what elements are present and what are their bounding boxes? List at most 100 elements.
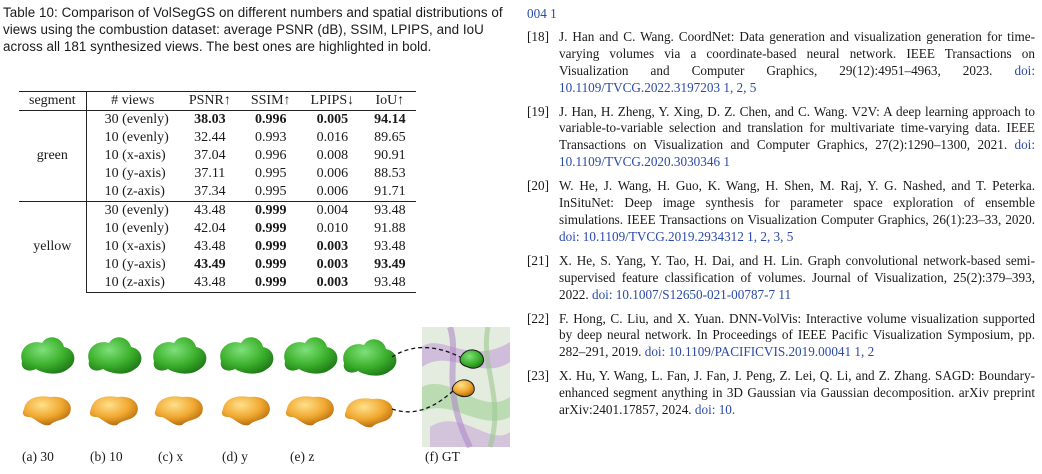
psnr-cell: 38.03 xyxy=(178,110,241,129)
table-body: green 30 (evenly) 38.03 0.996 0.005 94.14 10 (… xyxy=(19,110,416,293)
reference-doi-link[interactable]: doi: 10. xyxy=(694,402,736,418)
green-segment-render xyxy=(153,337,207,374)
reference-number: [21] xyxy=(527,252,549,268)
col-header-views: # views xyxy=(86,91,179,111)
references-column: 004 1 [18] J. Han and C. Wang. CoordNet: … xyxy=(527,6,1035,426)
col-header-iou: IoU↑ xyxy=(364,91,416,111)
iou-cell: 90.91 xyxy=(374,148,406,163)
reference-continuation[interactable]: 004 1 xyxy=(527,6,557,21)
iou-cell: 93.48 xyxy=(374,239,406,254)
green-segment-render xyxy=(220,337,274,374)
table-row: green 30 (evenly) 38.03 0.996 0.005 94.14 xyxy=(19,110,416,202)
yellow-segment-render xyxy=(22,396,71,426)
reference-doi-link[interactable]: doi: 10.1109/TVCG.2022.3197203 1, 2, 5 xyxy=(559,62,1035,95)
reference-doi-link[interactable]: doi: 10.1109/TVCG.2019.2934312 1, 2, 3, … xyxy=(559,228,794,244)
yellow-gt-blob xyxy=(451,379,475,398)
figure-sublabel: (b) 10 xyxy=(90,449,123,464)
green-segment-render xyxy=(21,337,75,374)
reference-doi-link[interactable]: doi: 10.1007/S12650-021-00787-7 11 xyxy=(591,286,792,302)
psnr-cell: 37.34 xyxy=(194,184,226,199)
figure-sublabel: (e) z xyxy=(290,449,315,464)
lpips-cell: 0.006 xyxy=(316,166,349,181)
psnr-cell: 37.11 xyxy=(194,166,226,181)
lpips-cell: 0.003 xyxy=(300,274,365,293)
psnr-cell: 43.48 xyxy=(178,274,241,293)
reference-doi-link[interactable]: doi: 10.1109/TVCG.2020.3030346 1 xyxy=(559,137,1035,170)
col-header-ssim: SSIM↑ xyxy=(240,91,301,111)
reference-text: X. Hu, Y. Wang, L. Fan, J. Fan, J. Peng,… xyxy=(559,368,1035,418)
reference-number: [18] xyxy=(527,28,549,44)
figure-sublabel: (f) GT xyxy=(425,449,460,464)
green-segment-render xyxy=(284,337,338,374)
table-row: yellow 30 (evenly) 43.48 0.999 0.004 93.48 xyxy=(19,201,416,293)
results-table: segment # views PSNR↑ SSIM↑ LPIPS↓ IoU↑ … xyxy=(19,91,416,293)
reference-number: [23] xyxy=(527,368,549,384)
reference-item: [22] F. Hong, C. Liu, and X. Yuan. DNN-Vo… xyxy=(527,311,1035,362)
table-row: 10 (x-axis) 37.04 0.996 0.008 90.91 xyxy=(19,147,416,165)
table-row: 10 (z-axis) 37.34 0.995 0.006 91.71 xyxy=(19,183,416,202)
reference-doi-link[interactable]: doi: 10.1109/PACIFICVIS.2019.00041 1, 2 xyxy=(644,344,875,360)
reference-number: [20] xyxy=(527,178,549,194)
psnr-cell: 37.04 xyxy=(194,148,226,163)
reference-item: [19] J. Han, H. Zheng, Y. Xing, D. Z. Che… xyxy=(527,104,1035,172)
iou-cell: 89.65 xyxy=(374,130,406,145)
col-header-lpips: LPIPS↓ xyxy=(300,91,365,111)
lpips-cell: 0.016 xyxy=(316,130,349,145)
figure-sublabel: (d) y xyxy=(222,449,248,464)
ssim-cell: 0.999 xyxy=(254,239,287,254)
segment-cell: yellow xyxy=(19,201,87,293)
reference-text: X. He, S. Yang, Y. Tao, H. Dai, and H. L… xyxy=(559,252,1035,302)
lpips-cell: 0.004 xyxy=(300,201,365,220)
ssim-cell: 0.999 xyxy=(240,274,301,293)
reference-item: [21] X. He, S. Yang, Y. Tao, H. Dai, and … xyxy=(527,253,1035,304)
iou-cell: 91.71 xyxy=(374,184,406,199)
reference-item: [23] X. Hu, Y. Wang, L. Fan, J. Fan, J. P… xyxy=(527,368,1035,419)
yellow-segment-render xyxy=(344,398,393,428)
lpips-cell: 0.010 xyxy=(316,221,349,236)
segment-cell: green xyxy=(19,110,87,202)
yellow-segment-render xyxy=(285,396,334,426)
iou-cell: 94.14 xyxy=(364,110,416,129)
figure-sublabel: (c) x xyxy=(158,449,184,464)
reference-text: J. Han and C. Wang. CoordNet: Data gener… xyxy=(559,28,1035,78)
table-caption: Table 10: Comparison of VolSegGS on diff… xyxy=(3,5,503,55)
table-row: 10 (x-axis) 43.48 0.999 0.003 93.48 xyxy=(19,238,416,256)
reference-number: [22] xyxy=(527,310,549,326)
green-segment-render xyxy=(343,339,397,376)
views-cell: 10 (evenly) xyxy=(104,130,169,145)
views-cell: 10 (y-axis) xyxy=(104,166,166,181)
lpips-cell: 0.003 xyxy=(316,257,349,272)
reference-text: J. Han, H. Zheng, Y. Xing, D. Z. Chen, a… xyxy=(559,103,1035,153)
iou-cell: 93.48 xyxy=(364,201,416,220)
yellow-segment-render xyxy=(89,396,138,426)
yellow-segment-render xyxy=(154,396,203,426)
reference-text: F. Hong, C. Liu, and X. Yuan. DNN-VolVis… xyxy=(559,310,1035,360)
table-header-row: segment # views PSNR↑ SSIM↑ LPIPS↓ IoU↑ xyxy=(19,91,416,111)
psnr-cell: 43.48 xyxy=(194,239,226,254)
iou-cell: 93.48 xyxy=(364,274,416,293)
gt-panel xyxy=(391,327,510,449)
segmentation-figure xyxy=(21,327,510,449)
green-segment-render xyxy=(88,337,142,374)
views-cell: 30 (evenly) xyxy=(86,201,179,220)
iou-cell: 93.49 xyxy=(374,257,406,272)
lpips-cell: 0.008 xyxy=(316,148,349,163)
ssim-cell: 0.999 xyxy=(254,257,287,272)
table-row: 10 (z-axis) 43.48 0.999 0.003 93.48 xyxy=(19,274,416,293)
reference-text: W. He, J. Wang, H. Guo, K. Wang, H. Shen… xyxy=(559,178,1035,227)
ssim-cell: 0.996 xyxy=(240,110,301,129)
views-cell: 10 (z-axis) xyxy=(86,274,179,293)
reference-item: [20] W. He, J. Wang, H. Guo, K. Wang, H. … xyxy=(527,178,1035,246)
ssim-cell: 0.995 xyxy=(254,166,287,181)
psnr-cell: 43.48 xyxy=(178,201,241,220)
lpips-cell: 0.006 xyxy=(316,184,349,199)
figure-sublabel: (a) 30 xyxy=(22,449,54,464)
views-cell: 10 (x-axis) xyxy=(104,239,166,254)
ssim-cell: 0.996 xyxy=(254,148,287,163)
ssim-cell: 0.999 xyxy=(240,201,301,220)
reference-list: [18] J. Han and C. Wang. CoordNet: Data g… xyxy=(527,29,1035,419)
reference-item: [18] J. Han and C. Wang. CoordNet: Data g… xyxy=(527,29,1035,97)
views-cell: 10 (z-axis) xyxy=(104,184,165,199)
table-row: 10 (y-axis) 43.49 0.999 0.003 93.49 xyxy=(19,256,416,274)
green-gt-blob xyxy=(459,349,485,369)
